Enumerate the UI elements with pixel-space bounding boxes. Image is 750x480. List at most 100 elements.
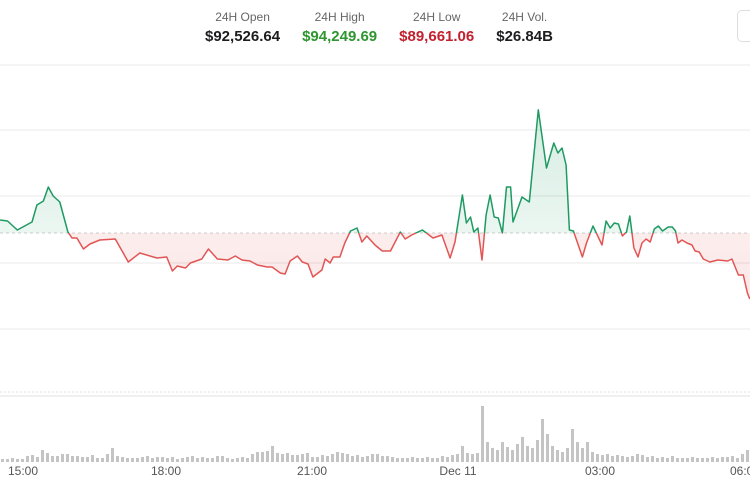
volume-bar: [281, 454, 284, 462]
volume-bar: [296, 455, 299, 462]
volume-bar: [546, 434, 549, 462]
volume-bar: [1, 459, 4, 462]
x-tick-label: 03:00: [585, 464, 615, 478]
volume-bar: [91, 455, 94, 462]
volume-bar: [86, 457, 89, 462]
volume-bar: [656, 458, 659, 462]
x-tick-label: 15:00: [8, 464, 38, 478]
stat-high-value: $94,249.69: [302, 28, 378, 45]
volume-bar: [596, 454, 599, 462]
volume-bar: [166, 458, 169, 462]
stat-open-label: 24H Open: [215, 10, 270, 24]
volume-bar: [626, 457, 629, 462]
volume-bar: [31, 455, 34, 462]
stat-high-label: 24H High: [314, 10, 365, 24]
volume-bar: [486, 442, 489, 462]
volume-bar: [276, 453, 279, 462]
volume-bar: [156, 457, 159, 462]
volume-bar: [406, 458, 409, 462]
volume-bar: [621, 456, 624, 462]
price-areas: [0, 109, 750, 299]
x-axis: 15:00 18:00 21:00 Dec 11 03:00 06:00: [8, 464, 750, 478]
volume-bar: [321, 455, 324, 462]
volume-bar: [111, 448, 114, 462]
volume-bar: [246, 458, 249, 462]
volume-bar: [701, 458, 704, 462]
volume-bar: [636, 454, 639, 462]
volume-bar: [441, 456, 444, 462]
volume-bar: [51, 456, 54, 462]
volume-bar: [191, 456, 194, 462]
volume-bar: [691, 457, 694, 462]
volume-bar: [351, 456, 354, 462]
volume-bar: [106, 454, 109, 462]
volume-bar: [616, 455, 619, 462]
volume-bars: [1, 406, 749, 462]
volume-bar: [501, 442, 504, 462]
volume-bar: [331, 454, 334, 462]
volume-bar: [261, 452, 264, 462]
volume-bar: [386, 456, 389, 462]
volume-bar: [366, 456, 369, 462]
volume-bar: [651, 456, 654, 462]
volume-bar: [476, 453, 479, 462]
price-line-up: [0, 109, 677, 233]
stat-volume: 24H Vol. $26.84B: [496, 9, 553, 48]
volume-bar: [96, 458, 99, 462]
volume-bar: [601, 455, 604, 462]
volume-bar: [61, 454, 64, 462]
stat-volume-label: 24H Vol.: [501, 10, 548, 24]
stat-low-value: $89,661.06: [399, 28, 475, 45]
volume-bar: [556, 450, 559, 462]
volume-bar: [461, 446, 464, 462]
volume-bar: [436, 458, 439, 462]
volume-bar: [81, 457, 84, 462]
volume-bar: [726, 457, 729, 462]
volume-bar: [371, 454, 374, 462]
volume-bar: [566, 448, 569, 462]
volume-bar: [416, 458, 419, 462]
stat-open: 24H Open $92,526.64: [205, 9, 280, 48]
volume-bar: [231, 459, 234, 462]
volume-bar: [396, 458, 399, 462]
volume-bar: [676, 458, 679, 462]
volume-bar: [211, 458, 214, 462]
volume-bar: [451, 455, 454, 462]
volume-bar: [696, 458, 699, 462]
volume-bar: [141, 457, 144, 462]
volume-bar: [456, 454, 459, 462]
volume-bar: [431, 458, 434, 462]
volume-bar: [661, 457, 664, 462]
stats-bar: 24H Open $92,526.64 24H High $94,249.69 …: [205, 9, 575, 48]
volume-bar: [151, 458, 154, 462]
area-below-open: [0, 233, 750, 299]
volume-bar: [76, 456, 79, 462]
x-tick-label: 21:00: [297, 464, 327, 478]
volume-bar: [46, 453, 49, 462]
volume-bar: [201, 457, 204, 462]
volume-bar: [256, 452, 259, 462]
volume-bar: [721, 457, 724, 462]
volume-bar: [251, 454, 254, 462]
options-button[interactable]: [737, 10, 750, 42]
volume-bar: [116, 456, 119, 462]
volume-bar: [426, 457, 429, 462]
volume-bar: [521, 437, 524, 462]
volume-bar: [561, 452, 564, 462]
volume-bar: [681, 458, 684, 462]
volume-bar: [186, 457, 189, 462]
volume-bar: [516, 444, 519, 462]
volume-bar: [326, 456, 329, 462]
x-tick-label: 06:00: [730, 464, 750, 478]
volume-bar: [381, 456, 384, 462]
volume-bar: [591, 452, 594, 462]
volume-bar: [21, 459, 24, 462]
volume-bar: [101, 458, 104, 462]
volume-bar: [491, 448, 494, 462]
volume-bar: [226, 458, 229, 462]
volume-bar: [336, 452, 339, 462]
volume-bar: [541, 419, 544, 462]
volume-bar: [741, 454, 744, 462]
volume-bar: [471, 454, 474, 462]
